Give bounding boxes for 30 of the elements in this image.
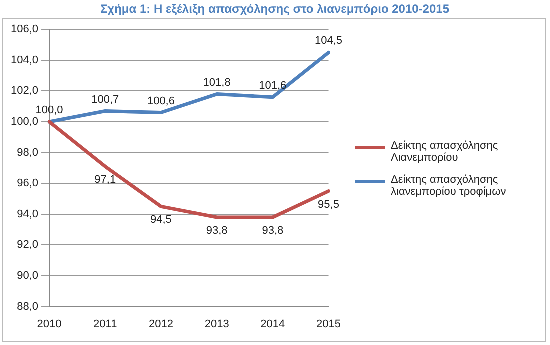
chart-title: Σχήμα 1: Η εξέλιξη απασχόλησης στο λιανεμπόριο 2010-2015 [99,2,451,16]
y-tick-label: 90,0 [17,270,39,282]
x-tick-label: 2013 [204,318,230,330]
y-tick-label: 96,0 [17,178,39,190]
legend-label: Δείκτης απασχόλησης λιανεμπορίου τροφίμων [391,174,508,198]
data-label: 101,8 [203,76,231,89]
data-label: 93,8 [206,225,228,238]
x-tick-label: 2010 [37,318,62,330]
y-tick-label: 104,0 [10,54,39,66]
data-label: 101,6 [259,80,287,92]
data-label: 100,6 [147,95,175,108]
data-label: 100,0 [36,104,64,117]
x-tick-label: 2015 [316,318,342,330]
x-tick-label: 2011 [94,318,118,330]
data-label: 93,8 [262,225,284,238]
data-label: 97,1 [94,174,116,186]
y-tick-label: 98,0 [17,146,39,159]
y-tick-label: 102,0 [10,85,39,98]
y-tick-label: 100,0 [10,116,39,128]
y-tick-label: 88,0 [17,300,39,313]
x-tick-label: 2012 [148,318,174,330]
data-label: 95,5 [318,198,340,211]
data-label: 104,5 [315,35,343,48]
y-tick-label: 94,0 [17,208,39,220]
legend-label: Δείκτης απασχόλησης Λιανεμπορίου [391,140,500,164]
y-tick-label: 106,0 [10,24,39,36]
y-tick-label: 92,0 [17,239,39,252]
x-tick-label: 2014 [260,318,286,330]
data-label: 100,7 [92,94,120,106]
data-label: 94,5 [150,214,172,226]
